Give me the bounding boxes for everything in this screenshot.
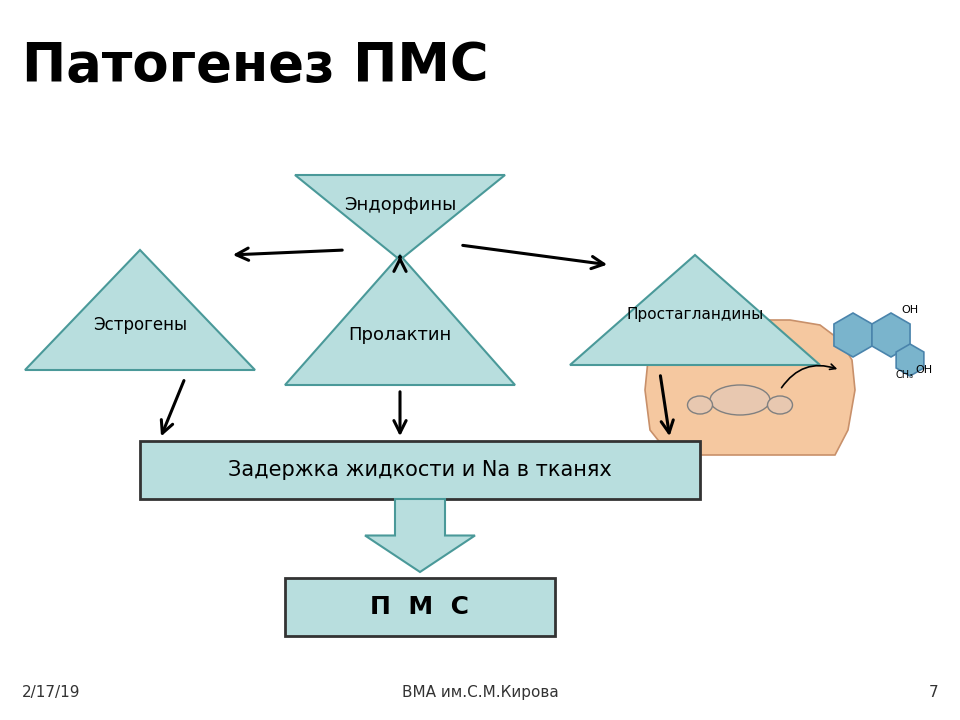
Text: CH₃: CH₃ <box>895 370 913 380</box>
Text: Задержка жидкости и Na в тканях: Задержка жидкости и Na в тканях <box>228 460 612 480</box>
Text: Эстрогены: Эстрогены <box>93 316 187 334</box>
Polygon shape <box>645 320 855 455</box>
Polygon shape <box>872 313 910 357</box>
Text: ВМА им.С.М.Кирова: ВМА им.С.М.Кирова <box>401 685 559 700</box>
Text: OH: OH <box>901 305 919 315</box>
Ellipse shape <box>710 385 770 415</box>
Polygon shape <box>25 250 255 370</box>
Text: 2/17/19: 2/17/19 <box>22 685 81 700</box>
Ellipse shape <box>687 396 712 414</box>
FancyBboxPatch shape <box>285 578 555 636</box>
Text: OH: OH <box>915 365 932 375</box>
Text: Пролактин: Пролактин <box>348 326 451 344</box>
Polygon shape <box>896 344 924 376</box>
Text: П  М  С: П М С <box>371 595 469 619</box>
Ellipse shape <box>767 396 793 414</box>
Text: 7: 7 <box>928 685 938 700</box>
Text: Простагландины: Простагландины <box>626 307 763 323</box>
Polygon shape <box>295 175 505 260</box>
Polygon shape <box>285 255 515 385</box>
FancyBboxPatch shape <box>140 441 700 499</box>
Polygon shape <box>365 499 475 572</box>
Polygon shape <box>834 313 872 357</box>
Text: Эндорфины: Эндорфины <box>344 197 456 215</box>
Polygon shape <box>570 255 820 365</box>
Text: Патогенез ПМС: Патогенез ПМС <box>22 40 489 92</box>
